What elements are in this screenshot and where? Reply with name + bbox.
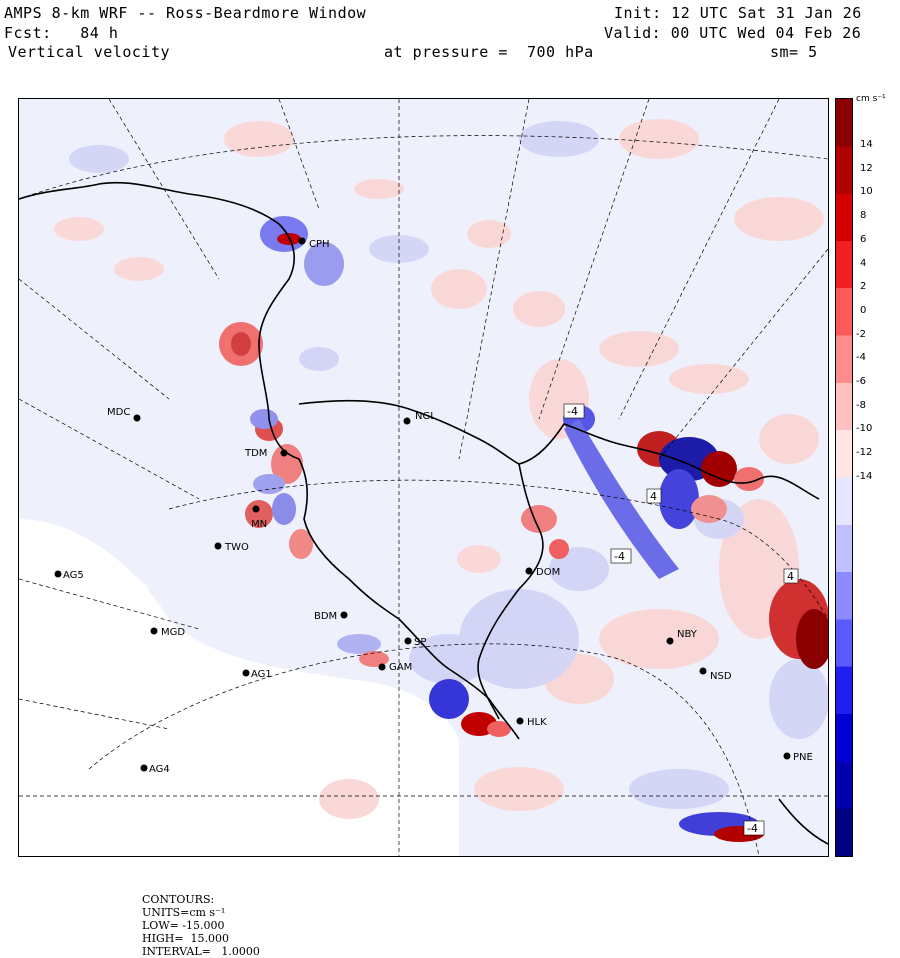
colorbar-tick-label: -14 (856, 470, 873, 482)
contours-high: HIGH= 15.000 (142, 932, 230, 945)
station-ag5: AG5 (54, 570, 84, 581)
contour-label-group: -4 -4 4 4 -4 (563, 403, 799, 836)
map-title: AMPS 8-km WRF -- Ross-Beardmore Window (4, 4, 367, 22)
station-dom: DOM (525, 567, 560, 578)
svg-text:NGL: NGL (415, 411, 436, 422)
station-mn: MN (251, 505, 267, 530)
colorbar-tick-label: -4 (856, 352, 866, 364)
station-bdm: BDM (314, 611, 348, 622)
station-ag1: AG1 (242, 669, 272, 680)
contour-label: -4 (567, 405, 578, 418)
strong-mountain-features (219, 216, 828, 842)
svg-text:MGD: MGD (161, 627, 185, 638)
colorbar-tick-label: -10 (856, 423, 873, 435)
contour-label: 4 (787, 570, 794, 583)
svg-text:BDM: BDM (314, 611, 337, 622)
svg-text:NBY: NBY (677, 629, 698, 640)
colorbar-tick-label: 8 (860, 210, 867, 222)
svg-text:GAM: GAM (389, 662, 412, 673)
station-hlk: HLK (516, 717, 547, 728)
contours-low: LOW= -15.000 (142, 919, 225, 932)
colorbar-tick-label: 6 (860, 233, 867, 245)
station-nby: NBY (666, 629, 698, 645)
svg-text:PNE: PNE (793, 752, 813, 763)
colorbar-tick-label: 2 (860, 281, 867, 293)
colorbar-tick-label: -12 (856, 447, 873, 459)
stations: CPH MDC NGL TDM MN TWO AG5 MGD AG1 BDM S… (54, 237, 813, 775)
graticule (19, 99, 828, 856)
field-name: Vertical velocity (8, 43, 171, 61)
pressure-level: at pressure = 700 hPa (384, 43, 594, 61)
contour-label: 4 (650, 490, 657, 503)
station-ngl: NGL (403, 411, 436, 425)
station-mdc: MDC (107, 407, 141, 422)
init-time: Init: 12 UTC Sat 31 Jan 26 (614, 4, 862, 22)
station-mgd: MGD (150, 627, 185, 638)
forecast-hour: Fcst: 84 h (4, 24, 119, 42)
station-pne: PNE (783, 752, 813, 763)
contours-interval: INTERVAL= 1.0000 (142, 945, 260, 958)
colorbar-tick-label: -2 (856, 328, 866, 340)
contour-info: CONTOURS: UNITS=cm s⁻¹ LOW= -15.000 HIGH… (135, 880, 264, 958)
station-gam: GAM (378, 662, 412, 673)
colorbar (835, 98, 853, 857)
map-canvas: -4 -4 4 4 -4 CPH MDC NGL TDM MN TWO AG5 … (19, 99, 828, 856)
contour-label: -4 (614, 550, 625, 563)
coastlines (19, 181, 828, 845)
svg-text:MN: MN (251, 519, 267, 530)
contour-label: -4 (747, 822, 758, 835)
svg-text:CPH: CPH (309, 239, 330, 250)
svg-text:AG1: AG1 (251, 669, 272, 680)
vertical-velocity-map: -4 -4 4 4 -4 CPH MDC NGL TDM MN TWO AG5 … (18, 98, 829, 857)
svg-text:HLK: HLK (527, 717, 547, 728)
station-ag4: AG4 (140, 764, 170, 775)
svg-text:SP: SP (414, 637, 426, 648)
svg-text:AG5: AG5 (63, 570, 84, 581)
colorbar-tick-label: 10 (860, 186, 873, 198)
svg-text:NSD: NSD (710, 671, 732, 682)
svg-text:TWO: TWO (224, 542, 249, 553)
station-tdm: TDM (244, 448, 288, 459)
colorbar-tick-label: 0 (860, 304, 867, 316)
svg-text:TDM: TDM (244, 448, 267, 459)
colorbar-tick-label: 14 (860, 139, 873, 150)
station-two: TWO (214, 542, 249, 553)
colorbar-tick-label: 12 (860, 162, 873, 174)
colorbar-tick-label: -8 (856, 399, 866, 411)
svg-text:AG4: AG4 (149, 764, 170, 775)
smoothing: sm= 5 (770, 43, 818, 61)
colorbar-tick-label: -6 (856, 376, 866, 387)
svg-text:MDC: MDC (107, 407, 130, 418)
contours-units: UNITS=cm s⁻¹ (142, 906, 226, 919)
valid-time: Valid: 00 UTC Wed 04 Feb 26 (604, 24, 862, 42)
station-cph: CPH (298, 237, 330, 250)
station-nsd: NSD (699, 667, 732, 682)
colorbar-unit: cm s⁻¹ (856, 94, 886, 104)
station-sp: SP (404, 637, 426, 648)
colorbar-tick-label: 4 (860, 257, 867, 269)
svg-text:DOM: DOM (536, 567, 560, 578)
